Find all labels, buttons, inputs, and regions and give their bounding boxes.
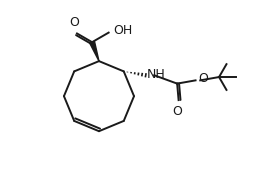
Text: NH: NH xyxy=(147,68,166,81)
Polygon shape xyxy=(90,41,99,61)
Text: O: O xyxy=(172,105,182,118)
Text: OH: OH xyxy=(113,23,132,37)
Text: O: O xyxy=(198,72,208,85)
Text: O: O xyxy=(70,16,79,29)
